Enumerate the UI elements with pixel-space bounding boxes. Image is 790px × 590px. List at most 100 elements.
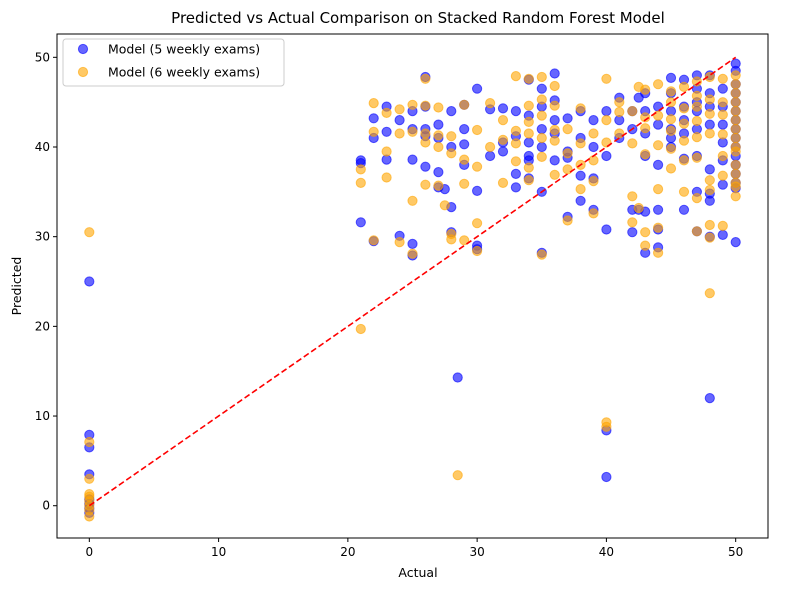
series-6-point [439, 200, 450, 211]
series-6-point [730, 79, 741, 90]
series-5-point [510, 168, 522, 179]
series-6-point [394, 128, 405, 139]
series-6-point [562, 148, 573, 159]
series-6-point [730, 181, 741, 192]
chart-title: Predicted vs Actual Comparison on Stacke… [171, 9, 665, 27]
series-6-point [640, 149, 651, 160]
series-6-point [536, 71, 547, 83]
series-6-point [717, 150, 728, 162]
series-6-point [485, 98, 496, 109]
series-5-point [704, 393, 715, 404]
series-5-point [601, 471, 612, 483]
series-5-point [562, 113, 573, 124]
series-6-point [355, 164, 366, 175]
x-tick-label: 30 [469, 545, 484, 559]
series-5-point [381, 126, 392, 137]
series-5-point [472, 83, 483, 94]
series-5-point [704, 195, 715, 206]
y-tick-label: 50 [35, 50, 50, 64]
series-5-point [704, 119, 715, 130]
series-6-point [601, 73, 612, 84]
series-6-point [717, 109, 728, 120]
series-5-point [549, 68, 560, 79]
series-6-point [653, 222, 664, 233]
y-axis: 0 10 20 30 40 50 [35, 50, 57, 513]
series-6-point [730, 88, 741, 99]
series-5-point [433, 119, 444, 130]
series-5-point [355, 217, 366, 228]
series-5-point [627, 227, 638, 238]
series-6-point [510, 156, 522, 167]
reference-diagonal-line [88, 56, 737, 507]
series-6-point [523, 162, 534, 173]
y-tick-label: 20 [35, 319, 50, 333]
y-tick-label: 40 [35, 140, 50, 154]
x-tick-label: 10 [211, 545, 226, 559]
series-6-point [497, 177, 509, 188]
series-6-point [459, 178, 470, 189]
series-6-point [394, 104, 405, 115]
series-5-point [588, 115, 599, 126]
series-6-point [704, 128, 715, 139]
series-6-point [588, 176, 599, 187]
series-6-point [717, 97, 728, 108]
series-6-point [84, 227, 95, 238]
series-6-point [730, 191, 741, 202]
series-6-point [588, 128, 599, 139]
series-5-point [536, 124, 547, 135]
series-6-point [407, 126, 418, 137]
series-6-point [691, 193, 703, 204]
series-5-point [420, 161, 431, 172]
series-6-point [549, 169, 560, 180]
series-6-point [459, 99, 470, 110]
series-6-point [601, 115, 612, 126]
x-axis-label: Actual [398, 565, 437, 580]
series-6-point [355, 177, 366, 188]
series-6-point [472, 245, 483, 257]
series-6-point [717, 220, 728, 231]
series-5-point [653, 204, 664, 215]
series-5-point [446, 106, 457, 117]
series-5-point [407, 154, 418, 165]
series-6-point [627, 217, 638, 228]
series-6-point [459, 154, 470, 165]
series-6-point [640, 84, 651, 95]
series-6-point [653, 184, 664, 195]
series-6-point [446, 131, 457, 142]
series-6-point [497, 115, 509, 126]
series-6-point [407, 248, 418, 259]
series-5-point [717, 229, 728, 240]
series-6-point [640, 123, 651, 134]
series-6-point [678, 103, 690, 114]
series-6-point [381, 172, 392, 183]
series-6-point [730, 124, 741, 135]
series-5-point [433, 167, 444, 178]
x-tick-label: 40 [599, 545, 614, 559]
series-6-point [627, 191, 638, 202]
series-6-weekly-exams [84, 70, 741, 522]
series-6-point [485, 141, 496, 153]
series-6-point [452, 470, 463, 481]
series-5-point [678, 204, 690, 215]
series-6-point [653, 140, 664, 151]
series-6-point [730, 97, 741, 108]
series-6-point [497, 134, 509, 145]
series-6-point [523, 116, 534, 128]
series-6-point [717, 170, 728, 181]
legend-label-6-weekly-exams: Model (6 weekly exams) [108, 65, 260, 80]
x-tick-label: 20 [340, 545, 355, 559]
series-6-point [665, 86, 677, 97]
series-6-point [536, 94, 547, 105]
series-6-point [381, 146, 392, 157]
series-5-point [601, 106, 612, 117]
series-6-point [653, 79, 664, 90]
series-5-point [472, 185, 483, 196]
series-5-point [549, 115, 560, 126]
series-5-point [717, 179, 728, 190]
series-6-point [730, 70, 741, 81]
legend-label-5-weekly-exams: Model (5 weekly exams) [108, 42, 260, 57]
series-6-point [575, 184, 586, 195]
series-5-point [575, 170, 586, 181]
series-6-point [433, 102, 444, 113]
